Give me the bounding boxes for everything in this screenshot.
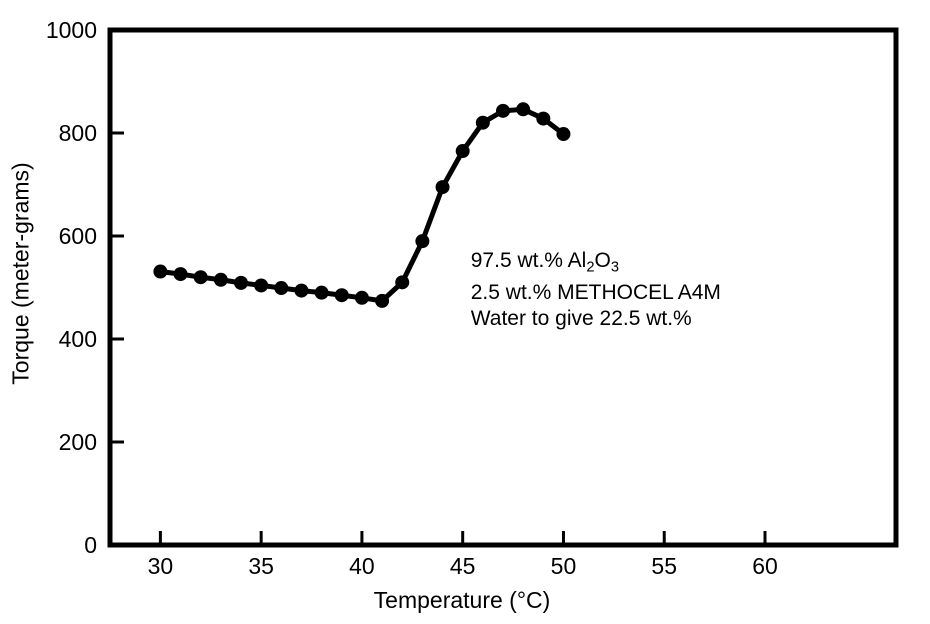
x-tick-label: 30 <box>148 553 174 579</box>
y-tick-label: 800 <box>59 120 97 146</box>
data-point-marker <box>496 103 510 118</box>
composition-annotation: 97.5 wt.% Al2O3 2.5 wt.% METHOCEL A4M Wate… <box>471 248 721 332</box>
x-tick-label: 35 <box>248 553 274 579</box>
data-point-marker <box>375 293 390 308</box>
annotation-text: 2.5 wt.% METHOCEL A4M <box>470 281 721 305</box>
data-point-marker <box>173 267 188 282</box>
data-point-marker <box>153 264 168 279</box>
y-tick-label: 400 <box>59 326 97 352</box>
x-tick-label: 45 <box>450 553 476 579</box>
data-point-marker <box>354 290 369 305</box>
data-point-marker <box>556 127 571 142</box>
data-point-marker <box>415 234 430 249</box>
subscript-text: 3 <box>610 259 619 276</box>
annotation-text: O <box>594 248 611 272</box>
data-point-marker <box>254 278 269 293</box>
x-tick-label: 50 <box>551 553 577 579</box>
data-point-marker <box>274 281 289 296</box>
x-tick-label: 60 <box>752 553 778 579</box>
y-axis-title: Torque (meter-grams) <box>7 162 34 385</box>
data-point-marker <box>334 288 349 303</box>
y-tick-label: 600 <box>59 223 97 249</box>
plot-frame <box>107 27 899 548</box>
data-point-marker <box>395 275 410 290</box>
y-tick-label: 1000 <box>46 17 97 43</box>
x-tick-label: 55 <box>651 553 677 579</box>
y-tick-label: 200 <box>59 429 97 455</box>
y-tick-label: 0 <box>84 532 97 558</box>
annotation-text: 97.5 wt.% Al <box>470 248 587 272</box>
data-point-marker <box>435 180 450 195</box>
x-axis-title: Temperature (°C) <box>373 587 551 613</box>
data-point-marker <box>536 111 551 126</box>
annotation-line: Water to give 22.5 wt.% <box>471 306 721 332</box>
data-point-marker <box>314 285 329 300</box>
data-point-marker <box>213 272 228 287</box>
annotation-line: 97.5 wt.% Al2O3 <box>471 248 721 280</box>
subscript-text: 2 <box>586 259 595 276</box>
annotation-line: 2.5 wt.% METHOCEL A4M <box>471 280 721 306</box>
data-point-marker <box>294 283 309 298</box>
data-point-marker <box>234 275 248 290</box>
x-tick-label: 40 <box>349 553 375 579</box>
data-point-marker <box>516 102 531 117</box>
data-point-marker <box>455 144 470 159</box>
data-point-marker <box>475 115 490 130</box>
annotation-text: Water to give 22.5 wt.% <box>470 307 692 331</box>
data-point-marker <box>193 270 208 285</box>
